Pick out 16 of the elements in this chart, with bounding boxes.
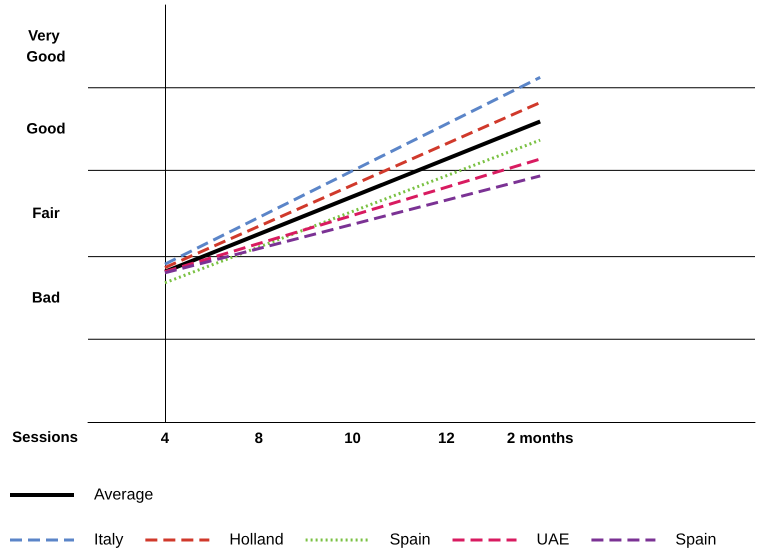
legend-label: Spain xyxy=(390,532,431,548)
x-tick-label: 10 xyxy=(344,430,361,447)
x-tick-label: 8 xyxy=(254,430,263,447)
text: Good xyxy=(26,120,66,138)
x-axis-title: Sessions xyxy=(12,429,78,446)
legend-label: UAE xyxy=(536,532,570,548)
legend-label: Average xyxy=(94,486,154,504)
x-tick-label: 12 xyxy=(438,430,455,447)
legend-label: Italy xyxy=(94,532,124,548)
legend-label: Spain xyxy=(675,532,716,548)
x-tick-label: 4 xyxy=(160,430,170,447)
text: Fair xyxy=(32,205,60,222)
legend-label: Holland xyxy=(229,532,284,548)
text: Bad xyxy=(32,289,60,306)
x-tick-label: 2 months xyxy=(506,430,574,447)
text: Very Good xyxy=(26,27,66,66)
